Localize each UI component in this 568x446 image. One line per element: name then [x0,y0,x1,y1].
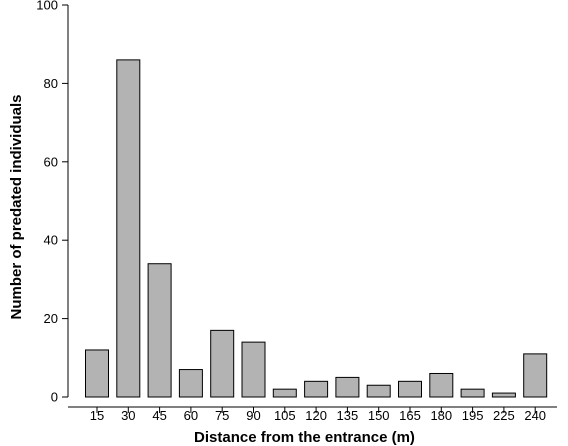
bar-150 [366,384,391,398]
bar-225 [491,392,516,398]
y-tick-label: 80 [44,76,58,91]
x-tick-label: 225 [493,408,515,423]
y-axis-title: Number of predated individuals [8,94,25,319]
y-tick-label: 20 [44,311,58,326]
bar-105 [272,388,297,398]
x-tick-label: 120 [305,408,327,423]
bar-195 [460,388,485,398]
bar-30 [116,59,141,398]
bar-135 [335,376,360,398]
x-tick-label: 75 [215,408,229,423]
y-axis-ticks: 0 20 40 60 80 100 [36,0,68,405]
x-tick-label: 45 [152,408,166,423]
bar-120 [304,380,329,398]
bar-90 [241,341,266,398]
bar-45 [147,263,172,398]
x-tick-label: 180 [430,408,452,423]
x-tick-label: 30 [121,408,135,423]
x-axis-title: Distance from the entrance (m) [194,429,415,446]
bar-15 [85,349,109,398]
x-tick-label: 60 [184,408,198,423]
y-tick-label: 60 [44,154,58,169]
y-tick-label: 100 [36,0,58,13]
bar-60 [178,369,203,398]
x-tick-label: 150 [368,408,390,423]
x-tick-label: 165 [399,408,421,423]
bar-165 [398,380,422,398]
x-axis-ticks: 15 30 45 60 75 90 105 120 135 150 165 180 195 225 240 [90,407,546,423]
bar-240 [523,353,548,398]
x-tick-label: 195 [462,408,484,423]
y-tick-label: 40 [44,233,58,248]
x-tick-label: 15 [90,408,104,423]
x-tick-label: 90 [246,408,260,423]
x-tick-label: 240 [524,408,546,423]
y-tick-label: 0 [51,390,58,405]
bar-75 [210,329,235,398]
bar-180 [429,372,454,398]
x-tick-label: 105 [274,408,296,423]
x-tick-label: 135 [337,408,359,423]
axes [67,5,557,408]
bars [85,59,548,398]
